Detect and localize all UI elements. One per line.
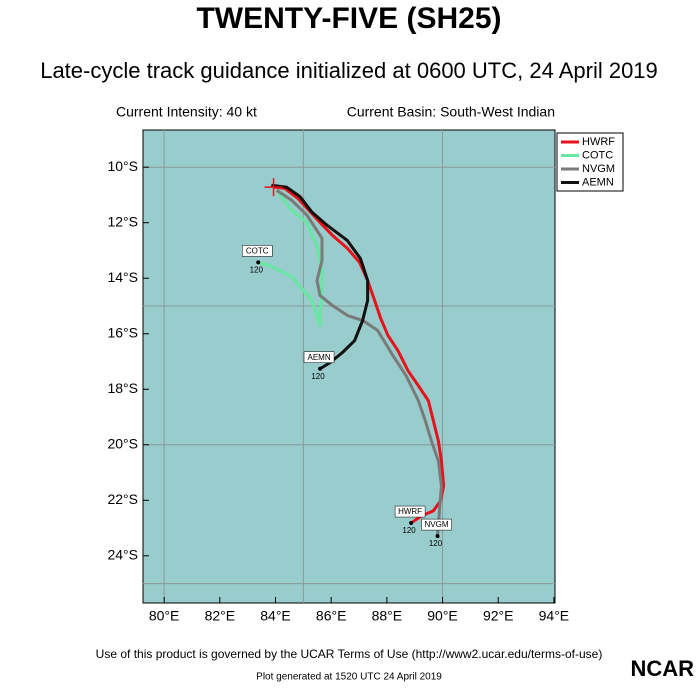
track-end-hour: 120	[250, 266, 264, 275]
legend-label: COTC	[582, 149, 613, 161]
y-tick-label: 14°S	[107, 269, 138, 285]
y-tick-label: 20°S	[107, 435, 138, 451]
track-end	[409, 521, 414, 526]
track-name: HWRF	[398, 507, 422, 516]
track-end-hour: 120	[311, 372, 325, 381]
x-tick-label: 84°E	[260, 608, 291, 624]
intensity-note: Current Intensity: 40 kt	[116, 104, 257, 120]
basin-note: Current Basin: South-West Indian	[347, 104, 555, 120]
track-name: NVGM	[425, 520, 449, 529]
track-name: AEMN	[307, 353, 330, 362]
x-tick-label: 92°E	[483, 608, 514, 624]
y-tick-label: 16°S	[107, 324, 138, 340]
y-tick-label: 10°S	[107, 158, 138, 174]
chart-subtitle: Late-cycle track guidance initialized at…	[40, 58, 658, 83]
footer: Use of this product is governed by the U…	[96, 647, 603, 661]
y-tick-label: 18°S	[107, 380, 138, 396]
legend-label: HWRF	[582, 136, 615, 148]
x-tick-label: 82°E	[205, 608, 236, 624]
generated-note: Plot generated at 1520 UTC 24 April 2019	[256, 672, 442, 683]
track-name-box	[394, 505, 426, 518]
x-tick-label: 90°E	[427, 608, 458, 624]
track-end-hour: 120	[402, 526, 416, 535]
legend-label: NVGM	[582, 163, 615, 175]
track-name-box	[421, 518, 452, 531]
track-line	[273, 185, 446, 525]
track-end	[435, 534, 440, 539]
track-line	[275, 188, 443, 537]
y-tick-label: 12°S	[107, 213, 138, 229]
track-line	[271, 183, 370, 371]
plot-area	[142, 129, 556, 604]
track-end	[256, 260, 261, 265]
x-tick-label: 80°E	[149, 608, 180, 624]
chart-title: TWENTY-FIVE (SH25)	[196, 2, 501, 35]
track-line	[257, 189, 324, 327]
track-end-hour: 120	[429, 539, 443, 548]
track-end	[318, 366, 323, 371]
track-name-box	[241, 245, 273, 257]
track-name-box	[303, 351, 335, 363]
legend-label: AEMN	[582, 176, 614, 188]
x-tick-label: 94°E	[539, 608, 570, 624]
logo: NCAR	[630, 656, 694, 681]
track-name: COTC	[246, 247, 269, 256]
y-tick-label: 22°S	[107, 491, 138, 507]
x-tick-label: 86°E	[316, 608, 347, 624]
x-tick-label: 88°E	[372, 608, 403, 624]
y-tick-label: 24°S	[107, 547, 138, 563]
